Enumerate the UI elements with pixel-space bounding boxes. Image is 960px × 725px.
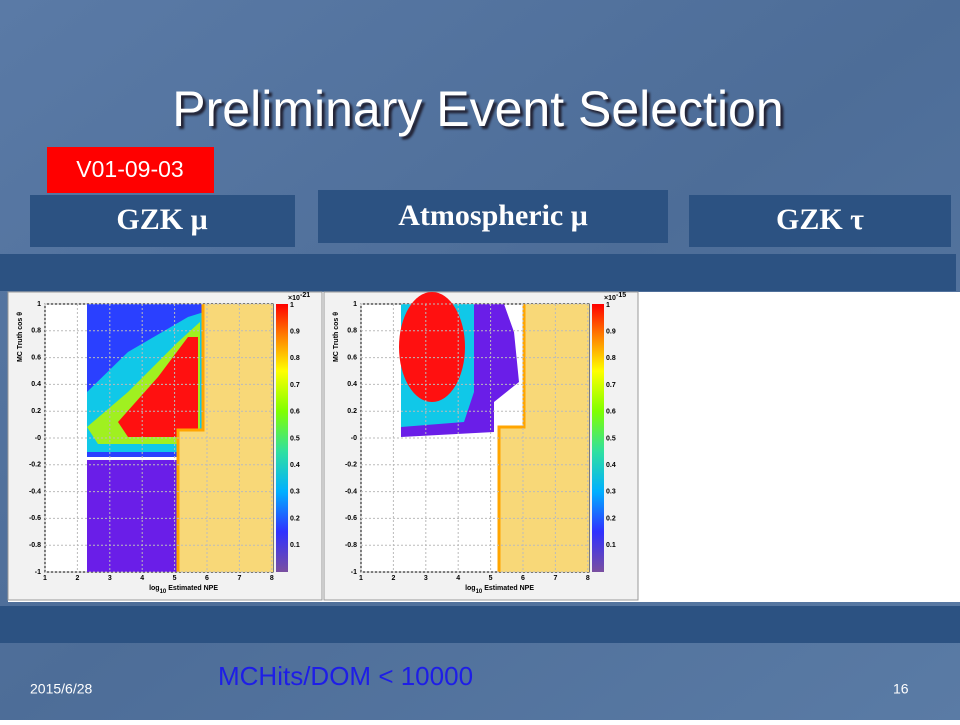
heat-region [399,292,465,402]
x-tick-label: 4 [456,575,460,582]
x-axis-label-rest: Estimated NPE [166,585,218,592]
x-tick-label: 6 [521,575,525,582]
color-tick-label: 0.8 [606,355,616,362]
x-tick-label: 6 [205,575,209,582]
y-tick-label: 0.2 [31,408,41,415]
x-axis-label-log: log [465,585,476,592]
cut-line [176,304,205,572]
y-tick-label: 1 [37,301,41,308]
color-tick-label: 0.2 [606,515,616,522]
color-bar [592,304,604,572]
header-box [689,195,951,247]
y-tick-label: -0 [35,435,41,442]
color-tick-label: 0.4 [290,462,300,469]
y-tick-label: -0 [351,435,357,442]
y-tick-label: -0.2 [345,462,357,469]
plot-labels: 10.80.60.40.2-0-0.2-0.4-0.6-0.8-11 2 3 4 5 6 7… [333,292,626,595]
color-tick-label: 0.2 [290,515,300,522]
y-tick-label: 0.2 [347,408,357,415]
x-tick-label: 8 [270,575,274,582]
y-tick-label: -0.4 [345,488,357,495]
y-tick-label: 0.8 [347,328,357,335]
version: V01-09-03 [76,156,183,182]
color-tick-label: 0.7 [606,382,616,389]
header-box [30,195,295,247]
x-tick-label: 2 [391,575,395,582]
x-tick-label: 7 [237,575,241,582]
color-tick-label: 0.6 [290,409,300,416]
title: Preliminary Event Selection [172,81,783,137]
y-tick-label: -0.8 [345,542,357,549]
y-axis-label: MC Truth cos θ [17,312,24,362]
color-tick-label: 1 [290,302,294,309]
x-tick-label: 2 [75,575,79,582]
x-tick-label: 8 [586,575,590,582]
header-box [318,190,668,243]
scale-exp: -21 [300,292,310,299]
y-tick-label: 0.6 [347,354,357,361]
color-tick-label: 0.7 [290,382,300,389]
header: Atmospheric μ [398,199,587,232]
color-tick-label: 0.6 [606,409,616,416]
color-tick-label: 0.4 [606,462,616,469]
header: GZK τ [776,203,864,236]
scale-exp: -15 [616,292,626,299]
y-tick-label: -0.4 [29,488,41,495]
y-axis-label: MC Truth cos θ [333,312,340,362]
x-tick-label: 7 [553,575,557,582]
x-axis-label: log10 Estimated NPE [465,585,534,595]
version-box [47,147,214,193]
color-tick-label: 1 [606,302,610,309]
x-tick-label: 3 [108,575,112,582]
x-tick-label: 3 [424,575,428,582]
x-tick-label: 1 [43,575,47,582]
x-tick-label: 5 [489,575,493,582]
header: GZK μ [116,203,207,236]
band [0,254,956,291]
x-tick-label: 1 [359,575,363,582]
color-tick-label: 0.8 [290,355,300,362]
x-axis-label-rest: Estimated NPE [482,585,534,592]
y-tick-label: -0.6 [29,515,41,522]
y-tick-label: -1 [35,569,41,576]
y-tick-label: 1 [353,301,357,308]
cut-note: MCHits/DOM < 10000 [218,661,473,691]
scale-base: ×10 [604,295,616,302]
color-tick-label: 0.1 [606,542,616,549]
footer-date: 2015/6/28 [30,681,92,697]
band [0,606,960,643]
x-tick-label: 5 [173,575,177,582]
color-bar [276,304,288,572]
footer-page: 16 [893,681,909,697]
x-axis-label: log10 Estimated NPE [149,585,218,595]
y-tick-label: -0.2 [29,462,41,469]
plot-labels: 10.80.60.40.2-0-0.2-0.4-0.6-0.8-11 2 3 4 5 6 7… [17,292,310,595]
color-tick-label: 0.3 [290,489,300,496]
color-tick-label: 0.5 [290,435,300,442]
y-tick-label: -0.6 [345,515,357,522]
y-tick-label: 0.6 [31,354,41,361]
cut-region [499,304,589,572]
y-tick-label: 0.8 [31,328,41,335]
color-tick-label: 0.3 [606,489,616,496]
color-tick-label: 0.1 [290,542,300,549]
cut-line [497,304,526,572]
color-tick-label: 0.9 [606,329,616,336]
y-tick-label: -1 [351,569,357,576]
y-tick-label: -0.8 [29,542,41,549]
color-tick-label: 0.9 [290,329,300,336]
heat-region [87,460,179,572]
y-tick-label: 0.4 [31,381,41,388]
scale-base: ×10 [288,295,300,302]
x-axis-label-log: log [149,585,160,592]
x-tick-label: 4 [140,575,144,582]
x-axis-label-sub: 10 [476,589,483,595]
x-axis-label-sub: 10 [160,589,167,595]
plot-2 [360,292,604,573]
color-tick-label: 0.5 [606,435,616,442]
heat-region [118,337,198,437]
y-tick-label: 0.4 [347,381,357,388]
